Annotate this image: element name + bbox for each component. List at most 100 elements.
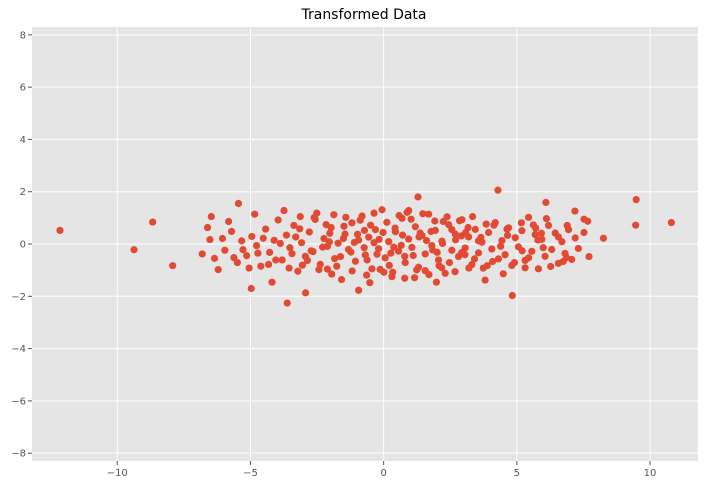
- data-point: [296, 212, 304, 221]
- data-point: [632, 221, 640, 229]
- data-point: [429, 246, 437, 254]
- data-point: [56, 226, 64, 235]
- data-point: [340, 222, 348, 230]
- data-point: [362, 271, 371, 279]
- data-point: [542, 198, 550, 207]
- data-point: [421, 250, 429, 258]
- data-point: [407, 215, 415, 223]
- data-point: [266, 248, 274, 256]
- data-point: [451, 268, 459, 276]
- data-point: [259, 234, 267, 242]
- data-point: [508, 291, 516, 300]
- data-point: [210, 254, 219, 262]
- data-point: [528, 247, 536, 255]
- data-point: [149, 218, 157, 226]
- data-point: [368, 265, 376, 273]
- data-point: [203, 223, 212, 232]
- data-point: [239, 246, 247, 254]
- data-point: [310, 213, 318, 222]
- data-point: [542, 215, 551, 223]
- data-point: [243, 252, 251, 260]
- y-tick-label: 4: [20, 135, 26, 146]
- data-point: [518, 247, 526, 255]
- data-point: [405, 235, 413, 243]
- data-point: [548, 245, 556, 254]
- data-point: [315, 266, 323, 274]
- grid-lines: [32, 27, 698, 461]
- data-point: [230, 253, 238, 262]
- data-point: [366, 279, 374, 287]
- data-point: [305, 228, 313, 236]
- data-point: [351, 257, 360, 265]
- data-point: [353, 230, 362, 238]
- data-point: [334, 239, 342, 247]
- data-point: [503, 225, 511, 233]
- data-point: [206, 235, 214, 244]
- y-tick-label: −6: [11, 396, 26, 407]
- data-point: [322, 221, 330, 229]
- x-tick-label: 5: [514, 468, 520, 479]
- x-tick-label: −10: [107, 468, 128, 479]
- data-point: [274, 216, 282, 224]
- data-point: [469, 212, 477, 221]
- data-point: [248, 232, 256, 241]
- data-point: [292, 233, 300, 241]
- data-point: [511, 234, 519, 242]
- data-point: [373, 250, 381, 258]
- data-point: [413, 266, 421, 274]
- data-point: [445, 258, 454, 267]
- data-point: [319, 243, 327, 251]
- data-point: [245, 264, 253, 272]
- data-point: [363, 256, 371, 264]
- data-point: [529, 221, 537, 229]
- y-tick-label: 6: [20, 83, 26, 94]
- data-point: [328, 270, 336, 278]
- data-point: [667, 218, 675, 227]
- data-point: [280, 206, 288, 215]
- y-tick-label: −2: [11, 292, 26, 303]
- data-point: [490, 221, 498, 229]
- y-tick-label: 0: [20, 240, 26, 251]
- data-point: [387, 249, 395, 257]
- data-point: [485, 228, 493, 237]
- data-point: [425, 210, 433, 218]
- data-point: [471, 225, 479, 233]
- data-point: [385, 261, 393, 270]
- data-point: [474, 237, 483, 245]
- data-point: [385, 238, 393, 246]
- data-point: [571, 207, 579, 215]
- data-point: [326, 229, 334, 237]
- data-point: [494, 255, 503, 263]
- y-tick-label: 2: [20, 187, 26, 198]
- data-point: [465, 264, 473, 272]
- data-point: [461, 251, 469, 259]
- data-point: [481, 276, 489, 284]
- data-point: [419, 210, 427, 218]
- data-point: [303, 256, 312, 265]
- y-tick-label: −8: [11, 449, 26, 460]
- data-point: [130, 246, 138, 254]
- data-point: [398, 231, 407, 239]
- data-point: [517, 219, 525, 227]
- data-point: [390, 243, 398, 251]
- data-point: [365, 233, 373, 241]
- data-point: [448, 226, 456, 234]
- data-point: [370, 209, 378, 217]
- data-point: [496, 242, 505, 250]
- data-point: [225, 217, 233, 226]
- data-point: [401, 252, 409, 260]
- data-point: [370, 239, 378, 247]
- data-point: [499, 270, 507, 278]
- data-point: [283, 299, 291, 307]
- data-point: [360, 244, 368, 252]
- data-point: [431, 217, 439, 225]
- data-point: [268, 278, 276, 286]
- data-point: [298, 261, 306, 269]
- data-point: [498, 237, 506, 245]
- data-point: [342, 213, 350, 221]
- data-point: [389, 268, 397, 276]
- data-point: [307, 247, 315, 255]
- data-point: [401, 258, 409, 267]
- data-point: [443, 213, 451, 221]
